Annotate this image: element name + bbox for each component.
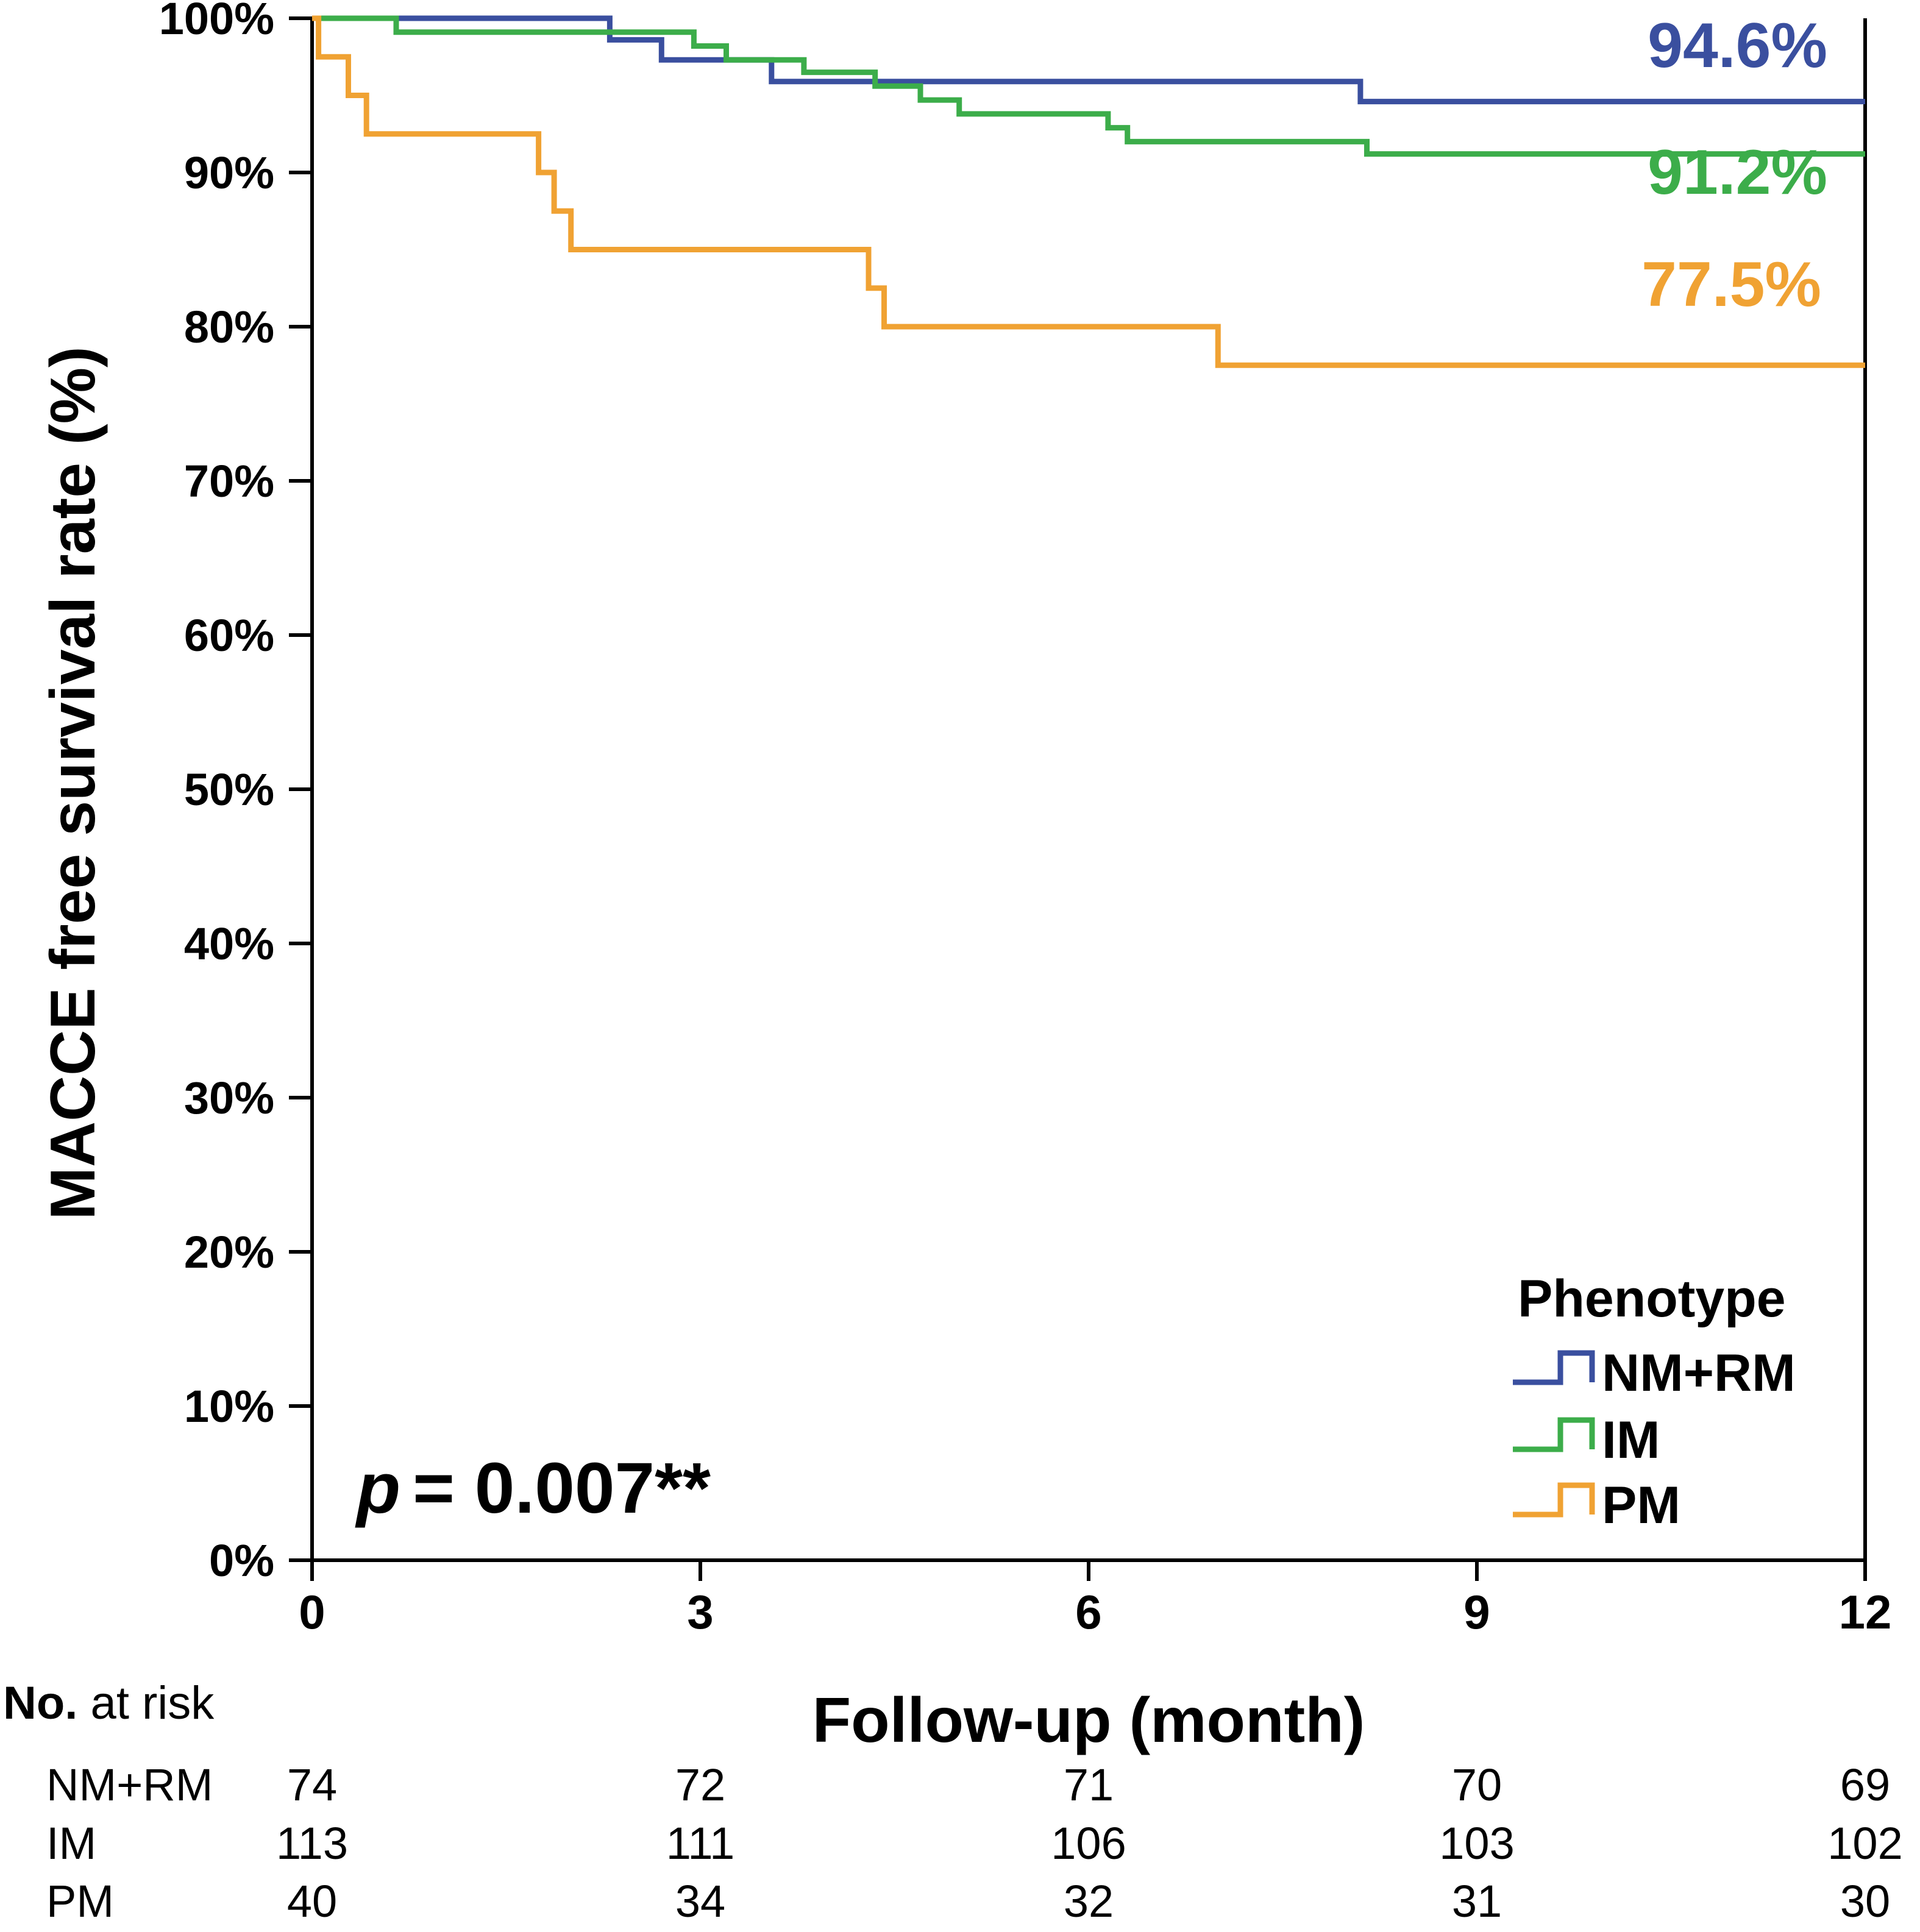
y-tick-label: 80% xyxy=(184,302,274,352)
end-label-im: 91.2% xyxy=(1648,137,1827,208)
risk-cell: 32 xyxy=(1064,1876,1114,1927)
risk-cell: 31 xyxy=(1452,1876,1502,1927)
p-value-text: = 0.007** xyxy=(413,1448,711,1529)
risk-cell: 103 xyxy=(1439,1818,1514,1869)
risk-cell: 71 xyxy=(1064,1760,1114,1810)
x-tick-label: 6 xyxy=(1075,1585,1101,1639)
x-tick-label: 0 xyxy=(299,1585,325,1639)
end-value-labels: 94.6% 91.2% 77.5% xyxy=(1641,10,1827,320)
risk-row-label: NM+RM xyxy=(46,1760,213,1810)
p-value-annotation: p = 0.007** xyxy=(355,1448,711,1529)
curve-nm-rm xyxy=(312,15,1865,105)
y-tick-label: 50% xyxy=(184,764,274,815)
risk-row-label: IM xyxy=(46,1818,96,1869)
y-tick-label: 70% xyxy=(184,456,274,506)
risk-cell: 111 xyxy=(666,1818,734,1869)
p-symbol: p xyxy=(355,1448,400,1529)
y-tick-label: 40% xyxy=(184,918,274,969)
risk-table-title-bold: No. xyxy=(3,1677,77,1729)
legend-swatch-icon xyxy=(1513,1350,1595,1385)
curve-pm xyxy=(312,15,1865,368)
y-tick-label: 30% xyxy=(184,1073,274,1123)
risk-cell: 74 xyxy=(287,1760,337,1810)
x-tick-label: 3 xyxy=(687,1585,713,1639)
risk-table-rows: NM+RM 74 72 71 70 69 IM 113 111 106 103 102 PM 40 34 32… xyxy=(46,1760,1903,1927)
risk-cell: 30 xyxy=(1840,1876,1890,1927)
x-tick-label: 12 xyxy=(1839,1585,1892,1639)
risk-cell: 40 xyxy=(287,1876,337,1927)
legend-swatch-icon xyxy=(1513,1417,1595,1452)
risk-table: No. at risk NM+RM 74 72 71 70 69 IM 113 111 106 10… xyxy=(3,1677,1903,1927)
curve-im xyxy=(312,15,1865,157)
y-axis-title: MACCE free survival rate (%) xyxy=(38,346,108,1220)
y-tick-label: 60% xyxy=(184,610,274,661)
legend-title: Phenotype xyxy=(1518,1270,1786,1328)
x-axis-title: Follow-up (month) xyxy=(812,1685,1365,1756)
risk-cell: 69 xyxy=(1840,1760,1890,1810)
end-label-nm-rm: 94.6% xyxy=(1648,10,1827,81)
y-tick-label: 0% xyxy=(209,1535,274,1586)
x-tick-label: 9 xyxy=(1463,1585,1490,1639)
y-tick-label: 20% xyxy=(184,1227,274,1277)
risk-cell: 102 xyxy=(1827,1818,1902,1869)
risk-row-label: PM xyxy=(46,1876,114,1927)
risk-cell: 34 xyxy=(675,1876,725,1927)
legend-label: IM xyxy=(1602,1411,1660,1469)
y-tick-label: 100% xyxy=(159,0,274,44)
risk-cell: 70 xyxy=(1452,1760,1502,1810)
risk-cell: 113 xyxy=(276,1818,348,1869)
legend-label: NM+RM xyxy=(1602,1344,1796,1402)
risk-table-title: No. at risk xyxy=(3,1677,215,1729)
legend-items: NM+RM IM PM xyxy=(1513,1344,1796,1535)
risk-cell: 106 xyxy=(1051,1818,1126,1869)
legend-label: PM xyxy=(1602,1476,1680,1535)
y-tick-label: 10% xyxy=(184,1381,274,1432)
survival-curves xyxy=(312,15,1865,368)
legend: Phenotype NM+RM IM PM xyxy=(1513,1270,1796,1535)
legend-swatch-icon xyxy=(1513,1482,1595,1518)
risk-table-title-rest: at risk xyxy=(77,1677,215,1729)
y-axis-ticks: 0% 10% 20% 30% 40% 50% 60% 70% 80% 90% 100% xyxy=(159,0,312,1586)
x-axis-ticks: 0 3 6 9 12 xyxy=(299,1560,1891,1639)
y-tick-label: 90% xyxy=(184,147,274,198)
risk-cell: 72 xyxy=(675,1760,725,1810)
end-label-pm: 77.5% xyxy=(1641,249,1821,320)
